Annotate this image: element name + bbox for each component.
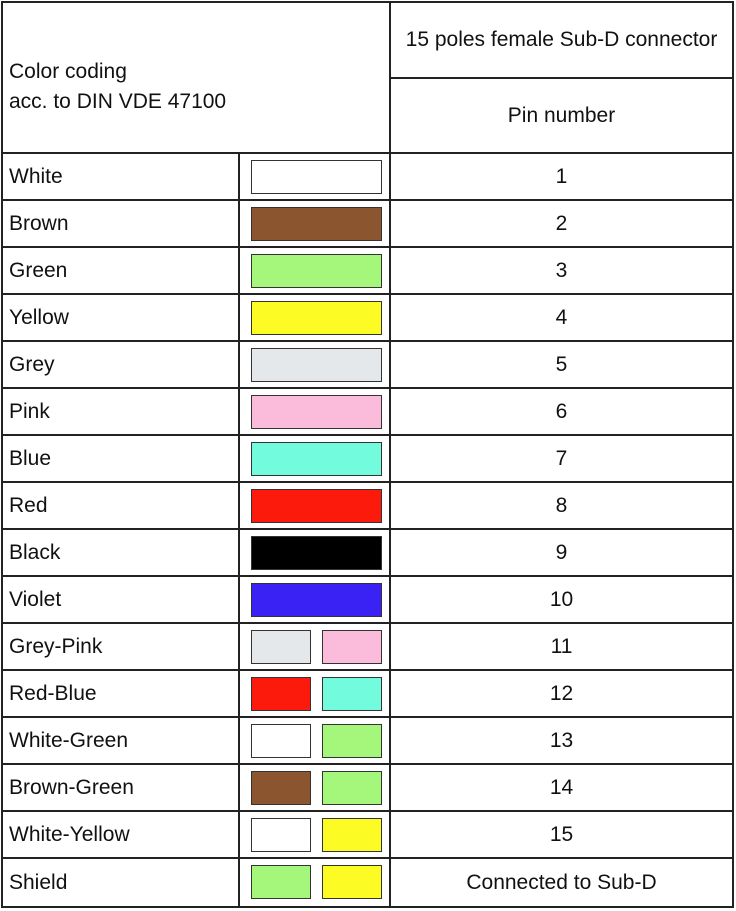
color-name: Shield [9, 870, 68, 894]
pin-number: 11 [550, 634, 573, 658]
color-name: White-Yellow [9, 822, 130, 846]
color-name: White-Green [9, 728, 129, 752]
color-name: Black [9, 540, 61, 564]
pin-number: 3 [555, 258, 568, 282]
swatch-cell [238, 436, 391, 481]
swatch-cell [238, 671, 391, 716]
color-swatch [251, 442, 382, 476]
pin-number: 13 [549, 728, 574, 752]
color-swatch [251, 348, 382, 382]
swatch-cell [238, 812, 391, 857]
header-color-coding: Color coding acc. to DIN VDE 47100 [3, 3, 391, 154]
pin-number: Connected to Sub-D [466, 870, 657, 894]
header-standard: acc. to DIN VDE 47100 [9, 90, 227, 113]
color-name: Pink [9, 399, 50, 423]
color-name: White [9, 164, 63, 188]
color-swatch [251, 630, 311, 664]
color-name: Green [9, 258, 68, 282]
pin-number: 6 [555, 399, 568, 423]
swatch-cell [238, 765, 391, 810]
color-swatch [251, 254, 382, 288]
color-swatch [251, 865, 311, 899]
color-swatch [322, 818, 382, 852]
color-swatch [251, 395, 382, 429]
table-row: White-Green 13 [3, 718, 732, 765]
color-name: Grey [9, 352, 55, 376]
swatch-cell [238, 295, 391, 340]
table-row: Brown 2 [3, 201, 732, 248]
color-name: Red [9, 493, 48, 517]
color-swatch [251, 724, 311, 758]
table-row: Green 3 [3, 248, 732, 295]
pin-number: 7 [555, 446, 568, 470]
color-name: Grey-Pink [9, 634, 103, 658]
color-swatch [322, 677, 382, 711]
color-swatch [251, 583, 382, 617]
swatch-cell [238, 342, 391, 387]
table-row: Black 9 [3, 530, 732, 577]
pin-number: 10 [549, 587, 574, 611]
swatch-cell [238, 718, 391, 763]
table-row: Violet 10 [3, 577, 732, 624]
pin-number: 9 [555, 540, 568, 564]
swatch-cell [238, 483, 391, 528]
table-row: Yellow 4 [3, 295, 732, 342]
table-row: White-Yellow 15 [3, 812, 732, 859]
color-name: Red-Blue [9, 681, 97, 705]
table-row: Red-Blue 12 [3, 671, 732, 718]
color-swatch [251, 160, 382, 194]
pin-number: 12 [549, 681, 574, 705]
table-row: Brown-Green 14 [3, 765, 732, 812]
pin-number: 5 [555, 352, 568, 376]
color-swatch [251, 771, 311, 805]
color-name: Violet [9, 587, 62, 611]
swatch-cell [238, 577, 391, 622]
pin-number: 1 [555, 164, 568, 188]
swatch-cell [238, 530, 391, 575]
header-pin-number: Pin number [391, 79, 732, 154]
pin-number: 14 [549, 775, 574, 799]
table-row: Pink 6 [3, 389, 732, 436]
color-swatch [322, 630, 382, 664]
color-name: Yellow [9, 305, 69, 329]
table-row: Red 8 [3, 483, 732, 530]
color-swatch [322, 724, 382, 758]
table-row: Grey-Pink 11 [3, 624, 732, 671]
swatch-cell [238, 859, 391, 906]
pin-number: 4 [555, 305, 568, 329]
color-swatch [251, 489, 382, 523]
swatch-cell [238, 624, 391, 669]
table-row: Shield Connected to Sub-D [3, 859, 732, 906]
color-swatch [322, 865, 382, 899]
pin-number: 8 [555, 493, 568, 517]
color-name: Brown-Green [9, 775, 134, 799]
pin-number: 2 [555, 211, 568, 235]
header-title: Color coding [9, 60, 127, 83]
swatch-cell [238, 201, 391, 246]
table-row: White 1 [3, 154, 732, 201]
color-name: Brown [9, 211, 69, 235]
color-swatch [322, 771, 382, 805]
header-connector: 15 poles female Sub-D connector [391, 3, 732, 79]
swatch-cell [238, 248, 391, 293]
color-name: Blue [9, 446, 52, 470]
table-row: Blue 7 [3, 436, 732, 483]
color-swatch [251, 301, 382, 335]
color-swatch [251, 536, 382, 570]
color-swatch [251, 677, 311, 711]
color-swatch [251, 207, 382, 241]
color-swatch [251, 818, 311, 852]
swatch-cell [238, 389, 391, 434]
swatch-cell [238, 154, 391, 199]
pin-number: 15 [549, 822, 574, 846]
table-row: Grey 5 [3, 342, 732, 389]
